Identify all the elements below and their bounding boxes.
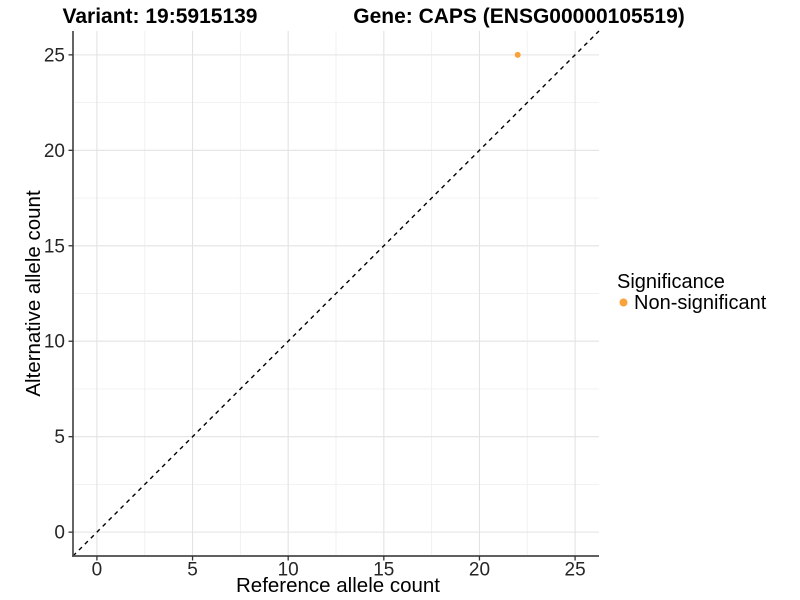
x-tick-label: 10 — [278, 560, 299, 581]
major-gridlines — [73, 31, 599, 556]
y-tick-label: 10 — [44, 332, 65, 353]
legend-item-label: Non-significant — [634, 292, 767, 314]
x-axis-title: Reference allele count — [236, 574, 440, 597]
plot-title-variant: Variant: 19:5915139 — [63, 5, 258, 28]
legend: Significance Non-significant — [617, 271, 767, 314]
x-tick-label: 15 — [373, 560, 394, 581]
y-tick-label: 15 — [44, 236, 65, 257]
scatter-point — [514, 51, 521, 58]
y-tick-label: 20 — [44, 141, 65, 162]
x-tick-label: 25 — [565, 560, 586, 581]
identity-dashed-line — [73, 30, 600, 557]
x-tick-label: 5 — [187, 560, 198, 581]
axis-lines-and-ticks — [68, 31, 599, 561]
legend-title: Significance — [617, 271, 725, 293]
y-tick-label: 5 — [54, 427, 65, 448]
y-axis-title: Alternative allele count — [22, 190, 45, 397]
data-points — [514, 51, 521, 58]
y-tick-label: 0 — [54, 523, 65, 544]
y-tick-label: 25 — [44, 45, 65, 66]
identity-reference-line-group — [73, 30, 600, 557]
x-tick-label: 20 — [469, 560, 490, 581]
tick-labels: 0 5 10 15 20 25 0 5 10 15 20 25 — [44, 45, 586, 580]
x-tick-label: 0 — [92, 560, 103, 581]
plot-title-gene: Gene: CAPS (ENSG00000105519) — [353, 5, 685, 28]
legend-key-dot-icon — [619, 298, 628, 307]
